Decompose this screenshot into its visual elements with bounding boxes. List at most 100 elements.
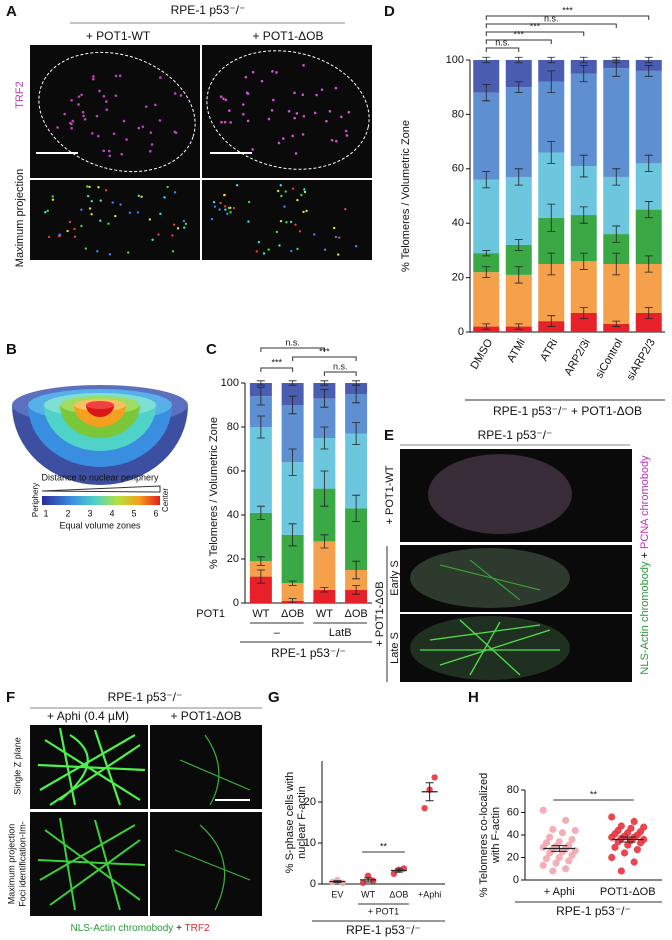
y-axis-label: with F-actin <box>490 807 502 864</box>
colorbar <box>42 496 160 505</box>
x-tick-label: EV <box>331 889 343 899</box>
panel-title: RPE-1 p53⁻/⁻ <box>171 3 246 17</box>
sem-bar <box>333 880 342 883</box>
error-bar <box>579 206 588 224</box>
focus <box>47 235 51 239</box>
focus <box>98 89 101 93</box>
data-point <box>630 817 638 826</box>
focus <box>88 185 91 189</box>
focus <box>301 133 305 136</box>
focus <box>83 117 87 121</box>
focus <box>114 94 118 97</box>
error-bar <box>644 255 653 273</box>
data-point <box>546 833 554 841</box>
data-point <box>359 879 367 886</box>
data-point <box>542 855 551 863</box>
focus <box>90 200 93 203</box>
x-tick-label: ΔOB <box>281 608 304 620</box>
error-bar <box>256 387 265 406</box>
error-bar <box>644 56 653 64</box>
focus <box>66 229 69 233</box>
focus <box>84 247 88 250</box>
focus <box>275 71 278 74</box>
error-bar <box>579 307 588 319</box>
phase-label: Late S <box>389 632 401 664</box>
significance-label: n.s. <box>333 361 348 371</box>
group-label: + POT1 <box>368 906 399 916</box>
y-tick-label: 20 <box>304 796 316 808</box>
focus <box>255 250 259 253</box>
bar-segment <box>473 92 500 180</box>
sem-bar <box>364 877 373 883</box>
error-bar <box>644 154 653 172</box>
significance-bracket <box>292 356 357 361</box>
focus <box>105 108 109 111</box>
column-label: + POT1-ΔOB <box>252 29 323 43</box>
actin-filament <box>37 727 146 806</box>
focus <box>105 100 108 103</box>
y-axis-label: nuclear F-actin <box>296 786 308 859</box>
focus <box>151 238 154 241</box>
focus <box>82 114 85 118</box>
focus <box>340 115 343 119</box>
focus <box>92 77 95 81</box>
bar-segment <box>505 274 532 327</box>
focus <box>219 201 222 205</box>
data-point <box>630 858 638 866</box>
focus <box>99 219 102 222</box>
bar-segment <box>635 70 662 164</box>
bar-segment <box>249 561 272 577</box>
focus <box>91 132 94 135</box>
x-tick-label: ΔOB <box>345 608 368 620</box>
error-bar <box>547 70 556 94</box>
focus <box>301 93 305 97</box>
focus <box>241 103 245 106</box>
significance-label: *** <box>271 357 282 367</box>
panel-letter: E <box>384 427 394 444</box>
focus <box>344 207 347 211</box>
error-bar <box>320 426 329 450</box>
error-bar <box>644 201 653 219</box>
significance-label: n.s. <box>544 13 559 23</box>
focus <box>71 119 75 123</box>
focus <box>270 109 274 112</box>
significance-bracket <box>485 39 552 44</box>
focus <box>70 99 73 102</box>
focus <box>223 120 227 124</box>
error-bar <box>612 56 621 64</box>
significance-bracket <box>260 347 325 352</box>
significance-label: *** <box>319 346 330 356</box>
bar-segment <box>313 488 336 542</box>
bar-segment <box>249 512 272 562</box>
error-bar <box>352 585 361 595</box>
data-point <box>539 861 547 869</box>
bar-segment <box>313 398 336 438</box>
y-tick-label: 0 <box>458 326 464 338</box>
error-bar <box>612 225 621 243</box>
focus <box>141 125 145 129</box>
focus <box>347 110 351 114</box>
error-bar <box>256 380 265 386</box>
error-bar <box>482 250 491 257</box>
error-bar <box>256 556 265 566</box>
focus <box>122 119 126 123</box>
focus <box>159 76 162 79</box>
y-tick-label: 80 <box>452 108 464 120</box>
panel-e: E RPE-1 p53⁻/⁻ + POT1-WT + POT1-ΔOB Earl… <box>374 427 651 682</box>
focus <box>183 226 186 229</box>
y-axis-label: % Telomeres / Volumetric Zone <box>208 417 220 569</box>
stain: NLS-Actin chromobody <box>639 561 651 675</box>
focus <box>334 86 338 90</box>
data-point <box>571 826 579 835</box>
bar-segment <box>603 176 630 235</box>
focus <box>108 154 112 158</box>
panel-letter: H <box>468 689 479 706</box>
focus <box>262 252 266 255</box>
column-label: + POT1-WT <box>86 29 151 43</box>
error-bar <box>482 84 491 102</box>
y-axis-label: % Telomeres / Volumetric Zone <box>400 120 412 272</box>
focus <box>323 248 327 251</box>
focus <box>44 211 47 214</box>
focus <box>279 219 283 223</box>
micrograph <box>150 725 262 809</box>
